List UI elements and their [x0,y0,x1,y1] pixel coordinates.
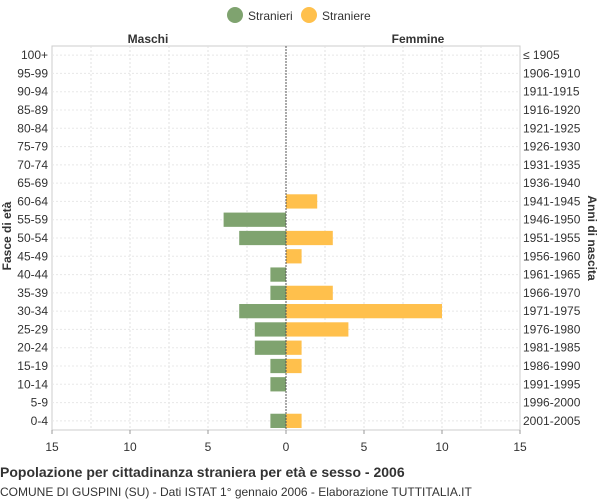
age-band-label: 80-84 [17,121,48,135]
x-tick-label: 0 [283,440,290,454]
age-band-label: 45-49 [17,249,48,263]
legend: Stranieri Straniere [227,7,371,23]
age-band-label: 10-14 [17,377,48,391]
birth-year-label: 1996-2000 [523,396,581,410]
x-tick-label: 5 [361,440,368,454]
legend-label-stranieri: Stranieri [248,9,293,23]
bar-straniere-30-34 [286,304,442,319]
age-band-label: 20-24 [17,341,48,355]
pyramid-chart: Stranieri Straniere Maschi Femmine Fasce… [0,7,599,454]
age-band-label: 30-34 [17,304,48,318]
left-header: Maschi [128,32,169,46]
bar-stranieri-10-14 [270,377,286,392]
age-band-label: 95-99 [17,66,48,80]
birth-year-label: 1956-1960 [523,249,581,263]
birth-year-label: 1976-1980 [523,322,581,336]
chart-subtitle: COMUNE DI GUSPINI (SU) - Dati ISTAT 1° g… [0,485,472,499]
legend-swatch-straniere [301,7,317,23]
age-band-label: 55-59 [17,213,48,227]
y-axis-title-right: Anni di nascita [585,195,599,281]
age-band-label: 35-39 [17,286,48,300]
birth-year-label: 1961-1965 [523,268,581,282]
birth-year-label: 1936-1940 [523,176,581,190]
birth-year-label: 1986-1990 [523,359,581,373]
bar-straniere-15-19 [286,358,302,374]
bar-stranieri-25-29 [254,322,286,337]
bar-stranieri-35-39 [270,285,286,300]
birth-year-label: 1941-1945 [523,194,581,208]
birth-year-label: 1926-1930 [523,140,581,154]
bar-stranieri-55-59 [223,212,286,227]
birth-year-label: 1951-1955 [523,231,581,245]
plot-area: 100+ ≤ 1905 95-99 1906-1910 90-94 1911-1915 85… [17,45,581,454]
birth-year-label: 1971-1975 [523,304,581,318]
x-tick-label: 10 [123,440,137,454]
age-band-label: 70-74 [17,158,48,172]
age-band-label: 15-19 [17,359,48,373]
birth-year-label: 1921-1925 [523,121,581,135]
birth-year-label: 1981-1985 [523,341,581,355]
birth-year-label: 1916-1920 [523,103,581,117]
bar-straniere-25-29 [286,322,349,337]
bar-stranieri-15-19 [270,358,286,374]
chart-title: Popolazione per cittadinanza straniera p… [0,464,405,480]
birth-year-label: 1906-1910 [523,66,581,80]
age-band-label: 85-89 [17,103,48,117]
birth-year-label: 1966-1970 [523,286,581,300]
bar-straniere-50-54 [286,230,333,246]
x-tick-label: 15 [45,440,59,454]
birth-year-label: 1931-1935 [523,158,581,172]
legend-label-straniere: Straniere [322,9,371,23]
age-band-label: 100+ [21,48,48,62]
bar-stranieri-40-44 [270,267,286,282]
age-band-label: 0-4 [31,414,49,428]
birth-year-label: 1991-1995 [523,377,581,391]
age-band-label: 75-79 [17,140,48,154]
bar-straniere-60-64 [286,194,318,209]
birth-year-label: 1911-1915 [523,85,580,99]
bar-straniere-35-39 [286,285,333,300]
bar-straniere-20-24 [286,340,302,355]
bar-straniere-45-49 [286,249,302,264]
bar-stranieri-50-54 [239,230,286,246]
birth-year-label: 2001-2005 [523,414,581,428]
bar-stranieri-20-24 [254,340,286,355]
x-tick-label: 5 [205,440,212,454]
age-band-label: 25-29 [17,322,48,336]
age-band-label: 40-44 [17,268,48,282]
right-header: Femmine [392,32,445,46]
age-band-label: 5-9 [31,396,49,410]
bar-stranieri-30-34 [239,304,286,319]
x-tick-label: 10 [435,440,449,454]
birth-year-label: 1946-1950 [523,213,581,227]
bar-straniere-0-4 [286,413,302,428]
y-axis-title-left: Fasce di età [0,201,14,270]
age-band-label: 65-69 [17,176,48,190]
age-band-label: 50-54 [17,231,48,245]
x-tick-label: 15 [513,440,527,454]
birth-year-label: ≤ 1905 [523,48,560,62]
legend-swatch-stranieri [227,7,243,23]
age-band-label: 90-94 [17,85,48,99]
bar-stranieri-0-4 [270,413,286,428]
age-band-label: 60-64 [17,194,48,208]
